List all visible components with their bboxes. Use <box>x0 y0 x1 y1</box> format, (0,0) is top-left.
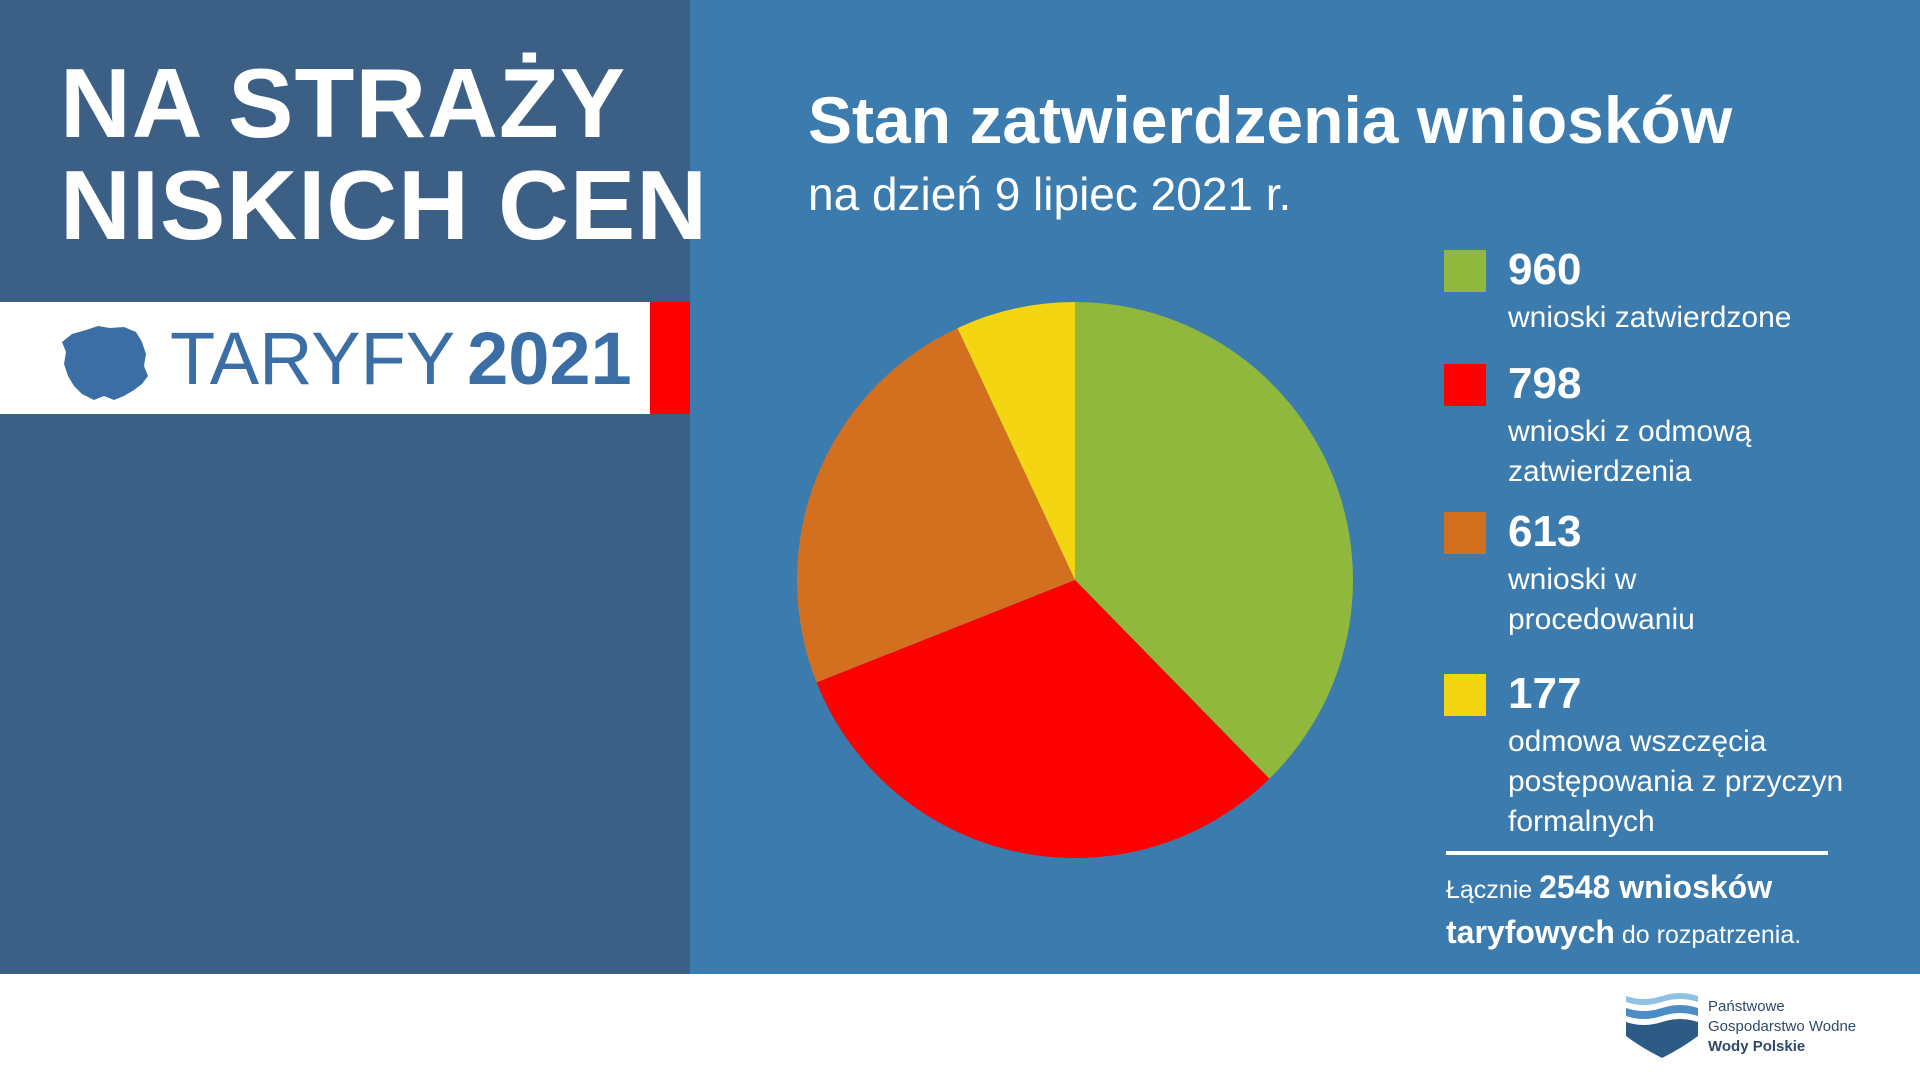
taryfy-banner: TARYFY 2021 <box>0 302 690 414</box>
pie-slice-613 <box>797 328 1075 683</box>
logo-text: Państwowe Gospodarstwo Wodne Wody Polski… <box>1708 997 1856 1057</box>
legend-divider <box>1446 851 1828 855</box>
pie-slice-960 <box>1075 302 1353 779</box>
pie-slice-177 <box>957 302 1075 580</box>
logo-line-1: Państwowe <box>1708 998 1785 1015</box>
chart-title: Stan zatwierdzenia wniosków <box>808 83 1733 157</box>
left-panel <box>0 0 690 974</box>
legend-label-approved: wnioski zatwierdzone <box>1508 301 1792 334</box>
logo-line-3: Wody Polskie <box>1708 1038 1806 1055</box>
legend-swatch-refused <box>1444 364 1486 406</box>
legend-value-formal-refusal: 177 <box>1508 669 1582 718</box>
total-prefix: Łącznie <box>1446 876 1533 904</box>
legend-value-refused: 798 <box>1508 359 1582 408</box>
pie-slice-798 <box>816 580 1270 858</box>
footer <box>0 974 1920 1080</box>
chart-subtitle: na dzień 9 lipiec 2021 r. <box>808 168 1292 220</box>
poland-map-icon <box>62 326 148 400</box>
pie-chart <box>797 302 1353 858</box>
headline-line-2: NISKICH CEN <box>60 150 709 260</box>
headline-line-1: NA STRAŻY <box>60 48 627 158</box>
taryfy-word: TARYFY <box>170 317 456 400</box>
legend-label-formal-refusal: odmowa wszczęcia postępowania z przyczyn… <box>1508 725 1844 838</box>
headline: NA STRAŻY NISKICH CEN <box>60 52 708 256</box>
legend-swatch-formal-refusal <box>1444 674 1486 716</box>
legend-label-in-progress: wnioski w procedowaniu <box>1508 563 1695 636</box>
taryfy-year: 2021 <box>467 317 632 400</box>
total-suffix: do rozpatrzenia. <box>1621 921 1802 949</box>
legend-label-refused: wnioski z odmową zatwierdzenia <box>1508 415 1752 488</box>
red-accent-bar <box>650 302 690 414</box>
legend-swatch-approved <box>1444 250 1486 292</box>
total-bold: 2548 wniosków taryfowych <box>1446 869 1773 950</box>
wody-polskie-logo-icon <box>1626 993 1698 1058</box>
legend-value-approved: 960 <box>1508 245 1582 294</box>
total-summary: Łącznie 2548 wniosków taryfowych do rozp… <box>1446 866 1866 956</box>
taryfy-label: TARYFY 2021 <box>170 322 632 396</box>
legend-swatch-in-progress <box>1444 512 1486 554</box>
logo-line-2: Gospodarstwo Wodne <box>1708 1018 1857 1035</box>
legend-value-in-progress: 613 <box>1508 507 1582 556</box>
